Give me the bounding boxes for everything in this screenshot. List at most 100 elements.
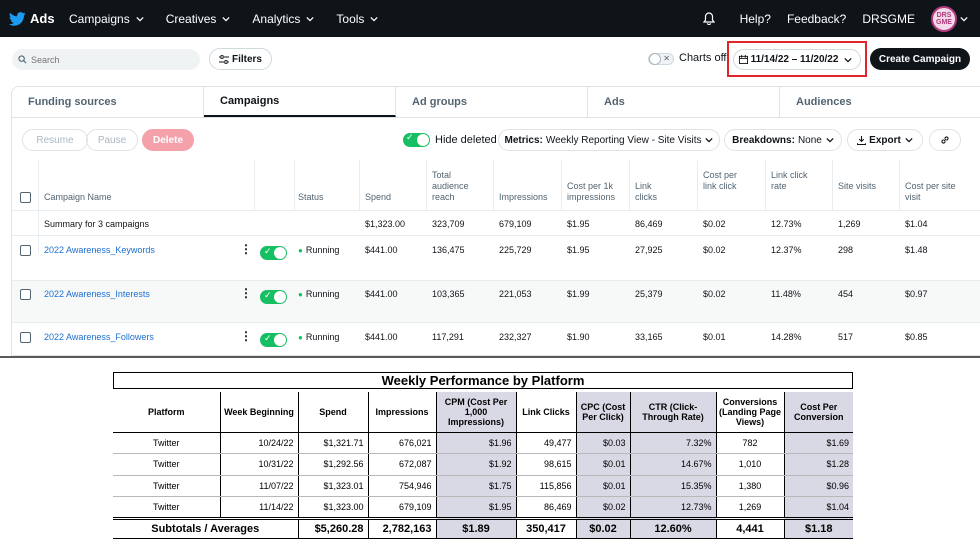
status-dot-icon: ● [298, 246, 303, 255]
cell-click-rate: 12.37% [771, 245, 802, 255]
charts-label: Charts off [679, 52, 727, 64]
header-audience-reach[interactable]: Total audience reach [432, 170, 469, 202]
copy-link-button[interactable] [929, 129, 961, 151]
summary-spend: $1,323.00 [365, 219, 406, 229]
report-cell: 12.73% [630, 496, 717, 519]
row-divider [12, 322, 980, 323]
cell-click-rate: 11.48% [771, 289, 801, 299]
nav-tools[interactable]: Tools [336, 12, 379, 26]
report-cell: $1.96 [436, 432, 517, 454]
nav-creatives[interactable]: Creatives [166, 12, 231, 26]
avatar[interactable]: DRS GME [931, 5, 957, 32]
header-cost-per-site-visit[interactable]: Cost per site visit [905, 181, 956, 202]
summary-site-visits: 1,269 [838, 219, 861, 229]
col-divider [629, 160, 630, 210]
toggle-knob [274, 247, 286, 259]
cell-cpm: $1.95 [567, 245, 590, 255]
row-divider [12, 280, 980, 281]
cell-spend: $441.00 [365, 245, 398, 255]
more-options-icon[interactable]: ⋮ [240, 242, 252, 256]
date-range-button[interactable]: 11/14/22 – 11/20/22 [733, 49, 861, 70]
campaign-toggle[interactable]: ✓ [260, 246, 287, 260]
campaign-toggle[interactable]: ✓ [260, 290, 287, 304]
account-name[interactable]: DRSGME [862, 11, 915, 26]
export-dropdown[interactable]: Export [847, 129, 923, 151]
hide-deleted-toggle[interactable]: ✓ [403, 132, 430, 147]
chevron-down-icon [306, 16, 315, 21]
header-site-visits[interactable]: Site visits [838, 181, 877, 191]
nav-analytics[interactable]: Analytics [252, 12, 315, 26]
status-label: Running [305, 332, 340, 342]
chevron-down-icon[interactable] [960, 15, 968, 23]
feedback-link[interactable]: Feedback? [786, 11, 847, 26]
more-options-icon[interactable]: ⋮ [240, 286, 252, 300]
header-campaign-name[interactable]: Campaign Name [44, 192, 112, 202]
header-cost-per-link-click[interactable]: Cost per link click [703, 170, 738, 191]
tab-ads[interactable]: Ads [588, 87, 780, 117]
campaign-name-link[interactable]: 2022 Awareness_Keywords [44, 245, 155, 255]
charts-toggle[interactable]: ✕ [648, 53, 674, 65]
metrics-value: Weekly Reporting View - Site Visits [545, 134, 702, 146]
header-status[interactable]: Status [298, 192, 324, 202]
delete-button[interactable]: Delete [142, 129, 194, 151]
header-impressions[interactable]: Impressions [499, 192, 548, 202]
nav-right: Help? Feedback? DRSGME DRS GME [702, 0, 980, 37]
report-cell: $0.01 [576, 475, 631, 497]
report-total-label: Subtotals / Averages [113, 516, 299, 539]
col-divider [426, 160, 427, 210]
search-box[interactable] [12, 49, 200, 70]
header-link-clicks[interactable]: Link clicks [635, 181, 657, 202]
report-cell: 49,477 [516, 432, 577, 454]
breakdowns-dropdown[interactable]: Breakdowns: None [724, 129, 842, 151]
report-cell: $1,321.71 [298, 432, 369, 454]
resume-button[interactable]: Resume [22, 129, 88, 151]
cell-impressions: 225,729 [499, 245, 532, 255]
campaign-name-link[interactable]: 2022 Awareness_Interests [44, 289, 150, 299]
breakdowns-value: None [797, 134, 822, 146]
toggle-knob [274, 291, 286, 303]
report-cell: $1.04 [784, 496, 853, 519]
col-divider [899, 160, 900, 210]
header-link-click-rate[interactable]: Link click rate [771, 170, 808, 191]
report-total-cell: $5,260.28 [298, 516, 369, 539]
report-cell: 679,109 [368, 496, 437, 519]
create-campaign-button[interactable]: Create Campaign [870, 48, 970, 70]
toggle-knob [417, 134, 429, 146]
campaign-toggle[interactable]: ✓ [260, 333, 287, 347]
filters-label: Filters [231, 53, 262, 65]
report-cell: 782 [716, 432, 785, 454]
report-cell: 86,469 [516, 496, 577, 519]
report-cell: 1,380 [716, 475, 785, 497]
report-cell: $1,292.56 [298, 453, 369, 476]
chevron-down-icon [705, 137, 714, 143]
tab-audiences[interactable]: Audiences [796, 96, 852, 108]
row-checkbox[interactable] [20, 332, 31, 343]
tab-funding-sources[interactable]: Funding sources [12, 87, 204, 117]
tab-campaigns[interactable]: Campaigns [204, 87, 396, 117]
brand[interactable]: Ads [9, 11, 69, 26]
nav-campaigns[interactable]: Campaigns [69, 12, 144, 26]
header-spend[interactable]: Spend [365, 192, 392, 202]
search-input[interactable] [31, 54, 181, 65]
report-cell: 10/31/22 [220, 453, 299, 476]
link-icon [941, 136, 949, 144]
header-cpm[interactable]: Cost per 1k impressions [567, 181, 616, 202]
check-icon: ✓ [264, 246, 272, 256]
campaign-name-link[interactable]: 2022 Awareness_Followers [44, 332, 154, 342]
toggle-knob [649, 53, 661, 65]
cell-cost-per-click: $0.02 [703, 289, 726, 299]
summary-label: Summary for 3 campaigns [44, 219, 150, 229]
row-checkbox[interactable] [20, 289, 31, 300]
report-row: Twitter 11/14/22 $1,323.00 679,109 $1.95… [113, 496, 853, 519]
filters-button[interactable]: Filters [209, 48, 272, 70]
bell-icon[interactable] [702, 12, 715, 25]
report-header: CTR (Click-Through Rate) [630, 392, 717, 433]
cell-reach: 117,291 [432, 332, 464, 342]
pause-button[interactable]: Pause [86, 129, 138, 151]
more-options-icon[interactable]: ⋮ [240, 329, 252, 343]
metrics-dropdown[interactable]: Metrics: Weekly Reporting View - Site Vi… [498, 129, 720, 151]
help-link[interactable]: Help? [739, 11, 771, 26]
tab-ad-groups[interactable]: Ad groups [396, 87, 588, 117]
select-all-checkbox[interactable] [20, 192, 31, 203]
row-checkbox[interactable] [20, 245, 31, 256]
